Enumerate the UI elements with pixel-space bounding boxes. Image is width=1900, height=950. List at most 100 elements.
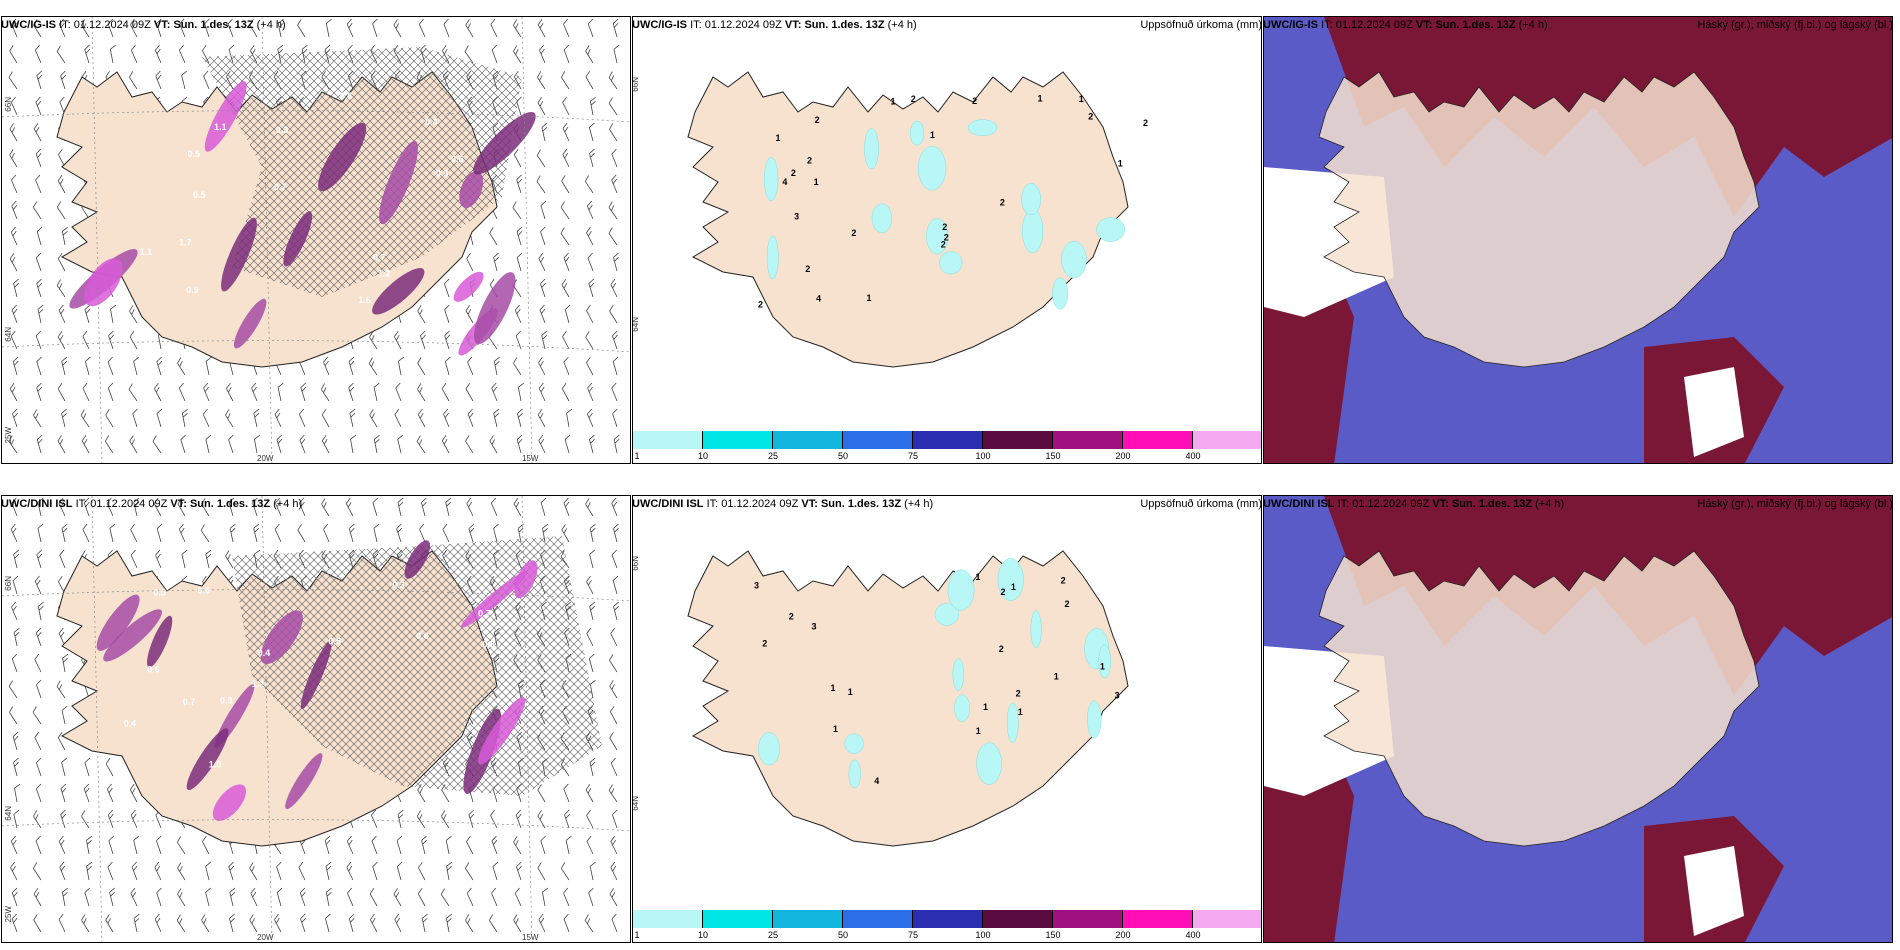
wind-barb [58,835,66,855]
snow-region [379,140,419,225]
snow-region [318,122,367,192]
wind-barb [10,330,18,350]
wind-barb [249,862,258,881]
wind-barb [466,887,474,907]
bottom-cloud-panel[interactable] [1263,495,1893,943]
wind-barb [131,861,138,881]
snow-region [300,641,332,709]
precip-region [967,119,998,136]
wind-barb [57,174,66,194]
precip-region [1096,217,1125,242]
wind-barb [563,44,570,64]
wind-barb [84,304,91,324]
wind-barb [58,913,66,933]
wind-barb [373,523,380,543]
wind-barb [321,498,330,517]
wind-barb [12,575,19,595]
wind-barb [253,408,260,428]
wind-barb [34,731,42,751]
wind-barb [156,835,162,855]
wind-barb [589,679,596,699]
wind-barb [418,861,426,881]
wind-barb [202,835,210,855]
wind-barb [203,382,210,402]
lat-label-66n: 66N [632,77,640,92]
wind-barb [12,356,19,376]
latitude-line [2,340,630,353]
wind-barb [36,226,43,246]
wind-barb [181,549,188,569]
wind-barb [466,252,474,272]
wind-barb [516,434,523,454]
wind-barb [60,809,67,829]
wind-barb [205,861,211,881]
wind-barb [585,45,594,64]
wind-barb [154,44,162,64]
wind-barb [33,201,42,220]
wind-barb [61,408,67,428]
wind-barb [560,227,570,246]
colorbar-segment [1053,431,1123,449]
bottom-wind-map[interactable]: 0.5 0.3 1.0 0.7 0.5 0.6 0.7 0.4 0.3 0.6 1.2 0.5 0.4 0… [2,496,631,943]
lat-label-64n: 64N [4,806,13,821]
bottom-wind-panel[interactable]: 0.5 0.3 1.0 0.7 0.5 0.6 0.7 0.4 0.3 0.6 1.2 0.5 0.4 0… [1,495,631,943]
wind-barb [320,383,330,402]
clear-region [1684,846,1744,936]
wind-barb [12,731,19,751]
top-wind-panel[interactable]: 0.9 0.7 1.1 0.5 1.6 0.4 0.7 0.6 0.5 1.7 0.6 1.1 0.3 0… [1,16,631,464]
colorbar-segment [1193,431,1261,449]
wind-barb [584,914,594,933]
wind-barb [465,914,474,933]
wind-barb [11,601,18,621]
precip-amount-label: 1 [1100,661,1105,671]
precip-amount-label: 1 [831,683,836,693]
top-wind-map[interactable]: 0.9 0.7 1.1 0.5 1.6 0.4 0.7 0.6 0.5 1.7 0.6 1.1 0.3 0… [2,17,631,464]
wind-barb [60,783,67,803]
wind-barb [538,913,546,933]
wind-barb [395,382,402,402]
wind-barb [249,914,258,933]
wind-barb [153,498,162,517]
wind-barb [61,523,68,543]
wind-barb [297,19,306,38]
wind-barb [86,835,93,855]
wind-barb [129,71,138,90]
precip-amount-label: 1 [975,572,980,582]
top-cloud-map[interactable] [1264,17,1893,464]
bottom-cloud-map[interactable] [1264,496,1893,943]
wind-barb [34,44,42,64]
wind-barb [83,783,90,803]
wind-barb [14,783,21,803]
snow-region [474,272,516,345]
wind-barb [609,732,618,751]
wind-barb [129,783,138,803]
top-cloud-panel[interactable] [1263,16,1893,464]
snow-amount-label: 0.5 [482,639,495,649]
wind-barb [393,19,402,38]
wind-barb [372,861,378,881]
precip-amount-label: 2 [789,611,794,621]
wind-barb [32,706,42,725]
wind-barb [611,382,618,402]
lon-label-15w: 15W [522,933,539,942]
snow-region [212,784,247,822]
wind-barb [612,408,618,428]
wind-barb [561,71,570,90]
lat-label-64n: 64N [632,796,640,811]
wind-barb [541,122,548,142]
wind-barb [83,497,90,517]
wind-barb [513,914,522,933]
wind-barb [611,174,618,194]
wind-barb [107,809,114,829]
wind-barb [11,497,18,517]
wind-barb [227,18,234,38]
precip-amount-label: 1 [1018,707,1023,717]
lat-label-64n: 64N [4,327,13,342]
precip-region [766,235,779,280]
precip-region [947,569,975,611]
wind-barb [205,887,211,907]
